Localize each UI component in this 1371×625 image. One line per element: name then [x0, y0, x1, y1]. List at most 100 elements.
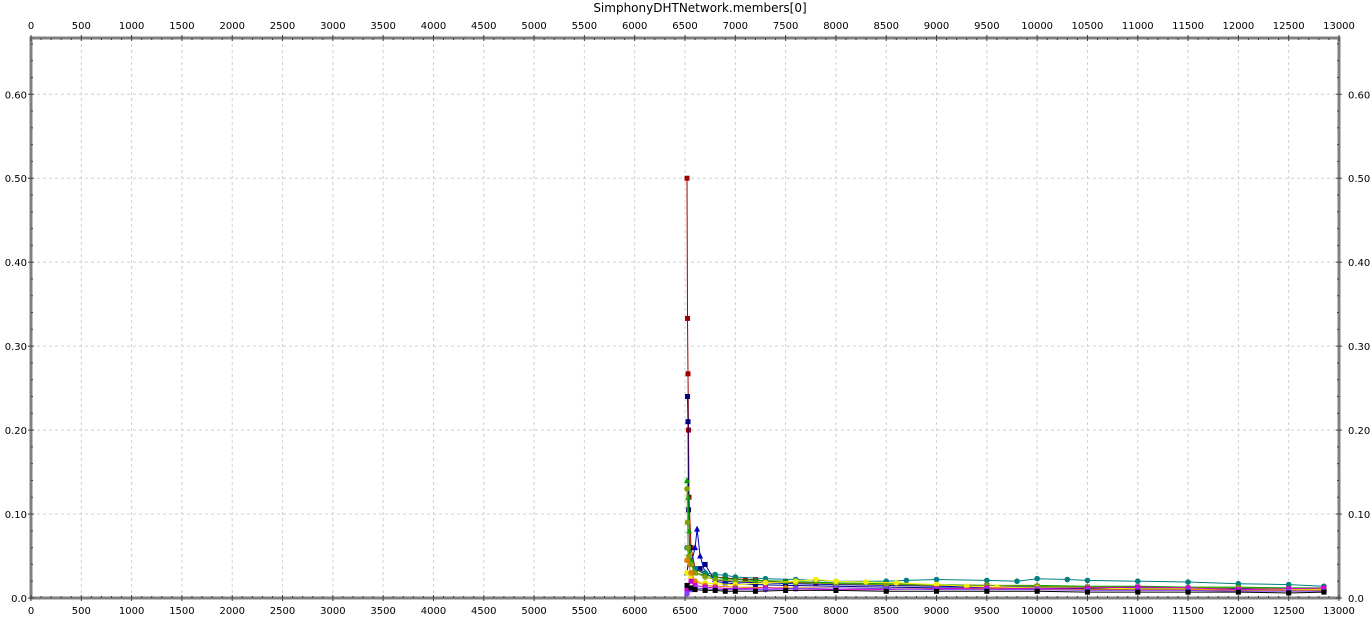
- data-point: [684, 591, 690, 597]
- x-tick-label-top: 7500: [773, 21, 798, 32]
- y-tick-label-right: 0.60: [1348, 90, 1370, 101]
- data-point: [1185, 579, 1191, 585]
- data-point: [684, 582, 690, 588]
- y-tick-label-left: 0.20: [5, 426, 27, 437]
- data-point: [934, 588, 940, 594]
- data-point: [1321, 589, 1327, 595]
- x-tick-label-bottom: 4000: [421, 606, 446, 617]
- x-tick-label-top: 6000: [622, 21, 647, 32]
- data-point: [684, 570, 690, 576]
- y-tick-label-left: 0.60: [5, 90, 27, 101]
- x-tick-label-bottom: 8500: [874, 606, 899, 617]
- data-point: [692, 570, 698, 576]
- data-point: [1286, 590, 1292, 596]
- x-tick-label-top: 4000: [421, 21, 446, 32]
- data-point: [984, 577, 990, 584]
- data-point: [1034, 575, 1040, 582]
- data-point: [684, 587, 690, 593]
- x-tick-label-top: 9500: [974, 21, 999, 32]
- x-tick-label-bottom: 3500: [370, 606, 395, 617]
- x-tick-label-top: 500: [72, 21, 91, 32]
- x-tick-label-bottom: 9000: [924, 606, 949, 617]
- data-point: [722, 575, 729, 582]
- x-tick-label-bottom: 11000: [1122, 606, 1154, 617]
- data-point: [1185, 589, 1191, 595]
- axis-labels: 0 0 500 500 1000 1000 1500 1500 2000 2000 2500 2500…: [5, 21, 1371, 617]
- data-point: [684, 175, 690, 181]
- data-point: [1064, 576, 1071, 583]
- x-tick-label-top: 2000: [220, 21, 245, 32]
- data-point: [685, 371, 691, 377]
- x-tick-label-top: 8500: [874, 21, 899, 32]
- data-point: [1321, 585, 1327, 591]
- x-tick-label-top: 1500: [169, 21, 194, 32]
- x-tick-label-top: 1000: [119, 21, 144, 32]
- x-tick-label-top: 10500: [1072, 21, 1104, 32]
- data-point: [692, 544, 699, 551]
- data-point: [1034, 588, 1040, 594]
- x-tick-label-bottom: 2500: [270, 606, 295, 617]
- y-tick-label-right: 0.40: [1348, 258, 1370, 269]
- x-tick-label-top: 4500: [471, 21, 496, 32]
- data-point: [702, 574, 708, 580]
- data-point: [684, 557, 690, 564]
- data-point: [762, 580, 769, 586]
- data-point: [694, 525, 701, 532]
- x-tick-label-top: 13000: [1323, 21, 1355, 32]
- x-tick-label-bottom: 7500: [773, 606, 798, 617]
- data-point: [833, 587, 839, 593]
- x-tick-label-top: 10000: [1021, 21, 1053, 32]
- data-point: [685, 419, 691, 425]
- y-tick-label-right: 0.20: [1348, 426, 1370, 437]
- data-point: [783, 587, 789, 593]
- y-tick-label-right: 0.10: [1348, 510, 1370, 521]
- data-point: [685, 493, 692, 500]
- data-point: [883, 588, 889, 594]
- data-point: [697, 566, 703, 572]
- data-point: [903, 577, 910, 584]
- x-tick-label-top: 5000: [521, 21, 546, 32]
- data-point: [752, 588, 758, 594]
- chart-title: SimphonyDHTNetwork.members[0]: [593, 1, 806, 15]
- data-point: [688, 585, 694, 591]
- data-point: [692, 578, 698, 585]
- x-tick-label-top: 7000: [723, 21, 748, 32]
- data-point: [1235, 589, 1241, 595]
- data-point: [692, 587, 698, 593]
- y-tick-label-left: 0.40: [5, 258, 27, 269]
- x-tick-label-top: 9000: [924, 21, 949, 32]
- data-point: [1014, 578, 1020, 585]
- data-point: [688, 561, 694, 568]
- x-tick-label-top: 2500: [270, 21, 295, 32]
- y-tick-label-left: 0.0: [11, 594, 27, 605]
- data-point: [883, 581, 890, 588]
- data-point: [933, 581, 940, 588]
- data-point: [688, 578, 694, 584]
- tick-marks: [28, 35, 1342, 601]
- data-point: [1134, 578, 1141, 585]
- data-point: [712, 587, 718, 593]
- data-point: [933, 576, 940, 583]
- x-tick-label-bottom: 13000: [1323, 606, 1355, 617]
- data-point: [863, 579, 869, 585]
- x-tick-label-bottom: 12500: [1273, 606, 1305, 617]
- series-layer: [684, 175, 1327, 597]
- data-point: [893, 580, 900, 586]
- x-tick-label-bottom: 5000: [521, 606, 546, 617]
- data-point: [685, 394, 691, 400]
- x-tick-label-top: 11500: [1172, 21, 1204, 32]
- data-point: [684, 476, 691, 483]
- data-point: [684, 486, 690, 492]
- series-line-green: [686, 480, 1324, 589]
- y-tick-label-left: 0.50: [5, 174, 27, 185]
- data-point: [833, 578, 839, 585]
- data-point: [1135, 589, 1141, 595]
- x-tick-label-top: 11000: [1122, 21, 1154, 32]
- data-point: [685, 315, 691, 321]
- data-point: [752, 582, 758, 588]
- data-point: [684, 519, 691, 526]
- x-tick-label-top: 3000: [320, 21, 345, 32]
- data-point: [813, 576, 819, 583]
